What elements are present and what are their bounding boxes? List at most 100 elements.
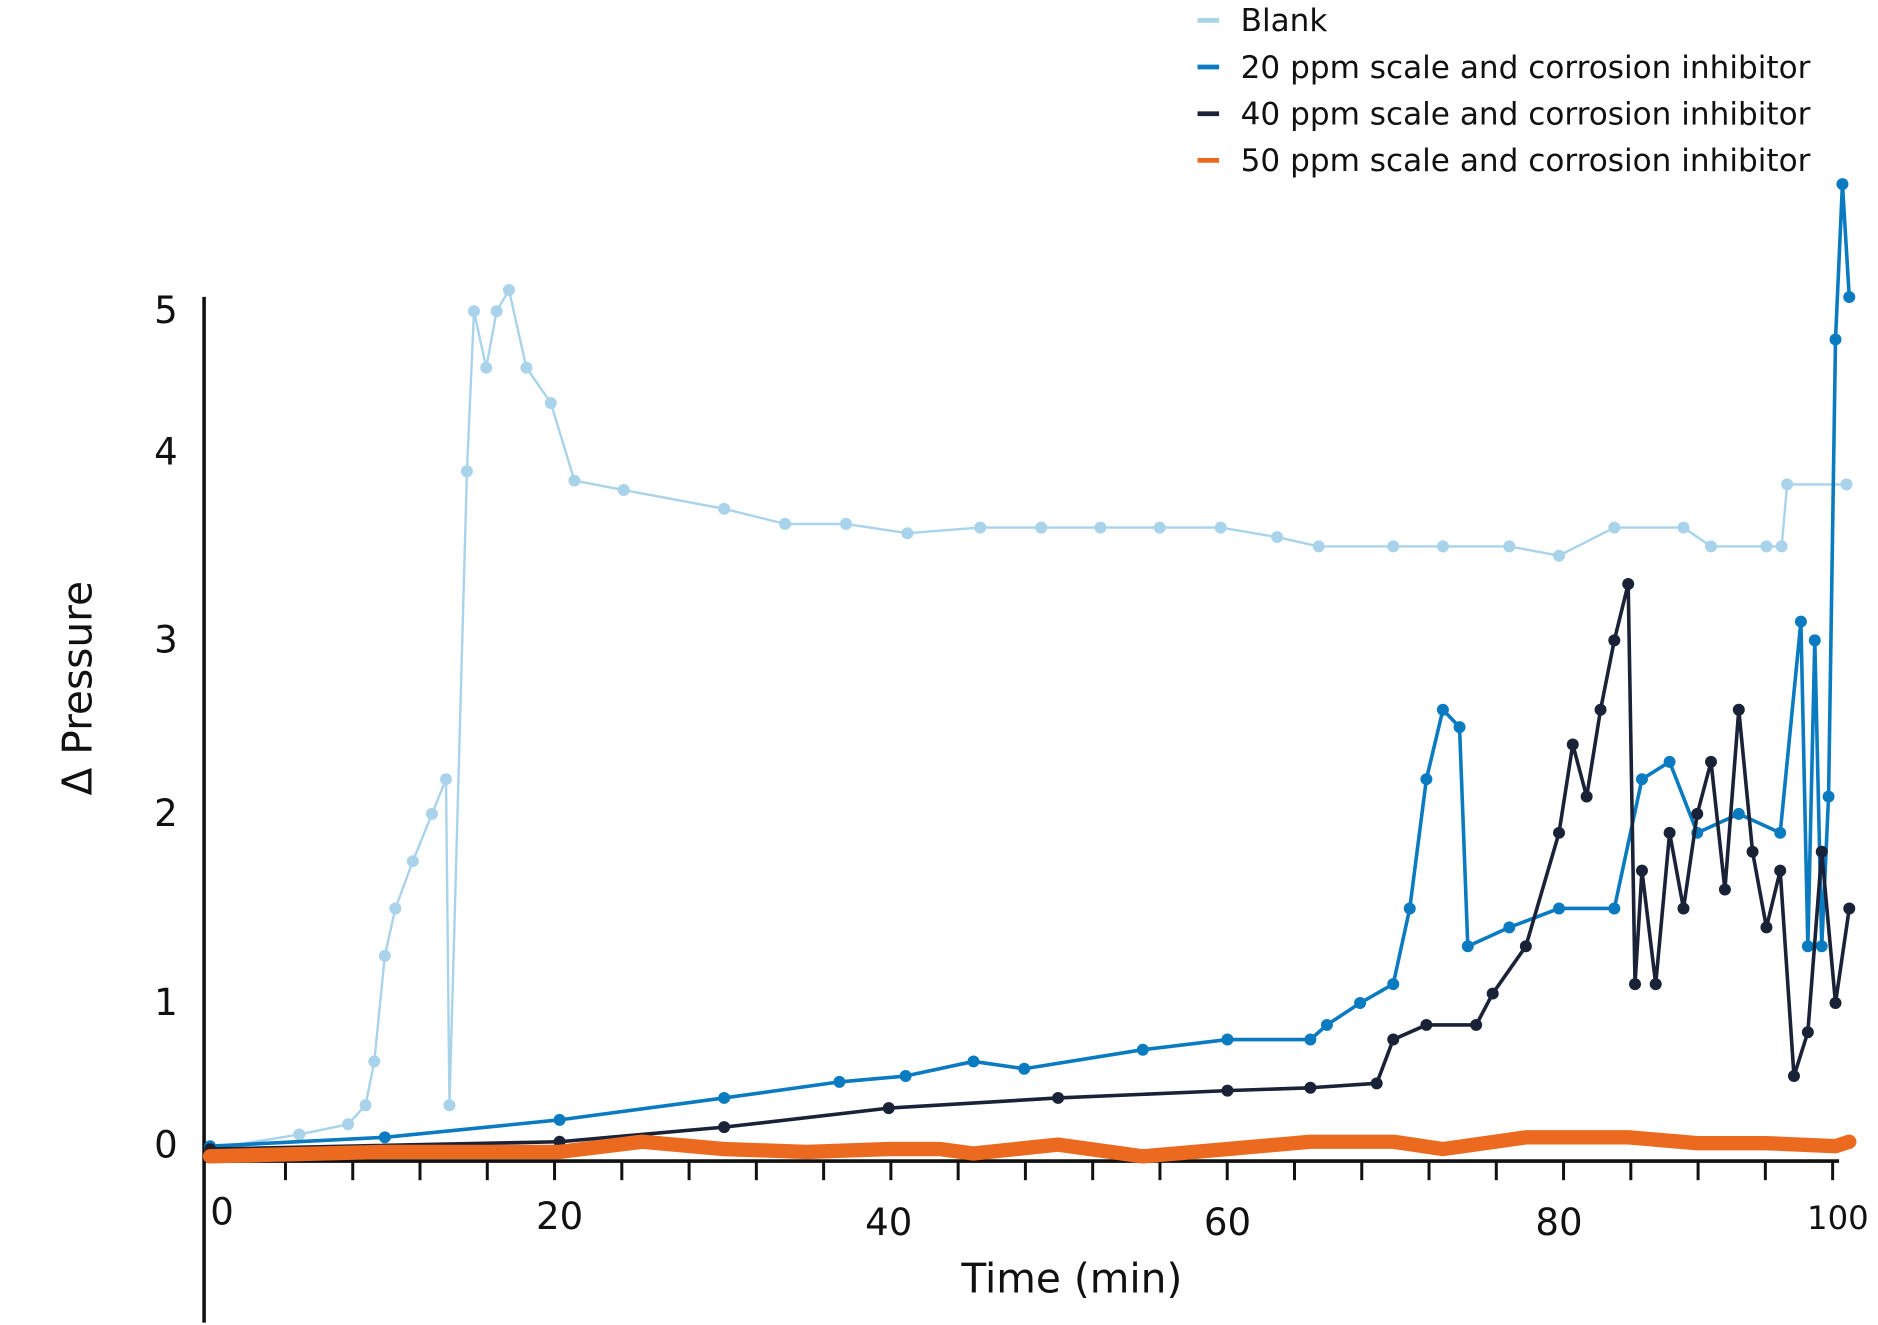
data-point (840, 517, 852, 530)
data-point (568, 474, 581, 487)
data-point (899, 1070, 912, 1083)
legend-label: Blank (1241, 3, 1328, 39)
data-point (617, 484, 630, 497)
data-point (1320, 1018, 1333, 1031)
y-tick-label: 1 (154, 981, 178, 1024)
data-point (1608, 902, 1621, 915)
legend-label: 50 ppm scale and corrosion inhibitor (1241, 143, 1811, 179)
legend-item: 40 ppm scale and corrosion inhibitor (1197, 96, 1811, 132)
data-point (1705, 755, 1718, 768)
data-point (1829, 997, 1842, 1010)
data-point (833, 1075, 846, 1088)
x-tick-label: 100 (1807, 1199, 1869, 1237)
data-point (378, 949, 391, 962)
data-point (1794, 615, 1807, 628)
x-axis-title: Time (min) (960, 1255, 1182, 1303)
series-layer (202, 178, 1857, 1164)
data-point (1553, 826, 1565, 839)
data-point (1843, 291, 1856, 304)
data-point (1774, 864, 1787, 877)
data-point (1214, 521, 1227, 534)
y-tick-label: 5 (154, 289, 178, 332)
data-point (502, 284, 515, 297)
data-point (1387, 1033, 1400, 1046)
data-point (967, 1055, 980, 1068)
data-point (1801, 940, 1814, 953)
legend: Blank 20 ppm scale and corrosion inhibit… (1197, 3, 1811, 179)
data-point (1018, 1062, 1031, 1075)
data-point (1843, 902, 1856, 915)
data-point (1691, 807, 1704, 820)
data-point (1461, 940, 1474, 953)
series-4 (202, 1130, 1857, 1164)
data-point (378, 1131, 391, 1144)
data-point (1470, 1018, 1483, 1031)
data-point (359, 1099, 372, 1112)
data-point (1304, 1033, 1317, 1046)
data-point (553, 1113, 566, 1126)
x-tick-label: 0 (210, 1190, 234, 1233)
data-point (1519, 940, 1532, 953)
data-point (1553, 902, 1565, 915)
data-point (1801, 1026, 1814, 1039)
data-point (1840, 478, 1853, 491)
data-point (901, 527, 914, 540)
data-point (1403, 902, 1416, 915)
data-point (1221, 1033, 1234, 1046)
data-point (1370, 1077, 1383, 1090)
y-tick-label: 0 (154, 1123, 178, 1166)
data-point (425, 807, 438, 820)
legend-label: 20 ppm scale and corrosion inhibitor (1241, 50, 1811, 86)
data-point (342, 1118, 355, 1131)
data-point (406, 855, 419, 868)
data-point (1221, 1084, 1234, 1097)
series-line (208, 182, 1852, 1148)
data-point (1760, 540, 1773, 553)
series-3 (204, 577, 1856, 1156)
legend-item: Blank (1197, 3, 1328, 39)
data-point (779, 517, 792, 530)
data-point (1718, 883, 1731, 896)
data-point (1635, 864, 1648, 877)
x-axis-ticks (283, 1161, 1835, 1181)
data-point (1649, 978, 1662, 991)
data-point (1052, 1091, 1065, 1104)
series-line (208, 582, 1852, 1151)
series-1 (204, 284, 1853, 1156)
data-point (1732, 703, 1745, 716)
data-point (1608, 521, 1621, 534)
legend-item: 20 ppm scale and corrosion inhibitor (1197, 50, 1811, 86)
series-line (208, 288, 1848, 1151)
data-point (440, 773, 452, 786)
legend-label: 40 ppm scale and corrosion inhibitor (1241, 96, 1811, 132)
data-point (1387, 978, 1400, 991)
data-point (1312, 540, 1325, 553)
data-point (468, 305, 480, 318)
data-point (1566, 738, 1579, 751)
data-point (1035, 521, 1048, 534)
data-point (1608, 634, 1621, 647)
data-point (1760, 921, 1773, 934)
data-point (1836, 178, 1849, 191)
data-point (1503, 921, 1516, 934)
data-point (1153, 521, 1166, 534)
data-point (1503, 540, 1516, 553)
data-point (1815, 845, 1828, 858)
data-point (1420, 1018, 1433, 1031)
x-tick-label: 60 (1204, 1201, 1251, 1244)
data-point (1808, 634, 1821, 647)
y-tick-label: 4 (154, 430, 178, 473)
data-point (1629, 978, 1641, 991)
y-tick-label: 3 (154, 618, 178, 661)
data-point (1815, 940, 1828, 953)
data-point (1436, 540, 1449, 553)
data-point (1781, 478, 1794, 491)
data-point (1746, 845, 1759, 858)
data-point (443, 1099, 456, 1112)
x-tick-label: 20 (536, 1195, 583, 1238)
data-point (1677, 902, 1690, 915)
data-point (1635, 773, 1648, 786)
data-point (1829, 333, 1842, 346)
data-point (1271, 531, 1284, 544)
data-point (1436, 703, 1449, 716)
